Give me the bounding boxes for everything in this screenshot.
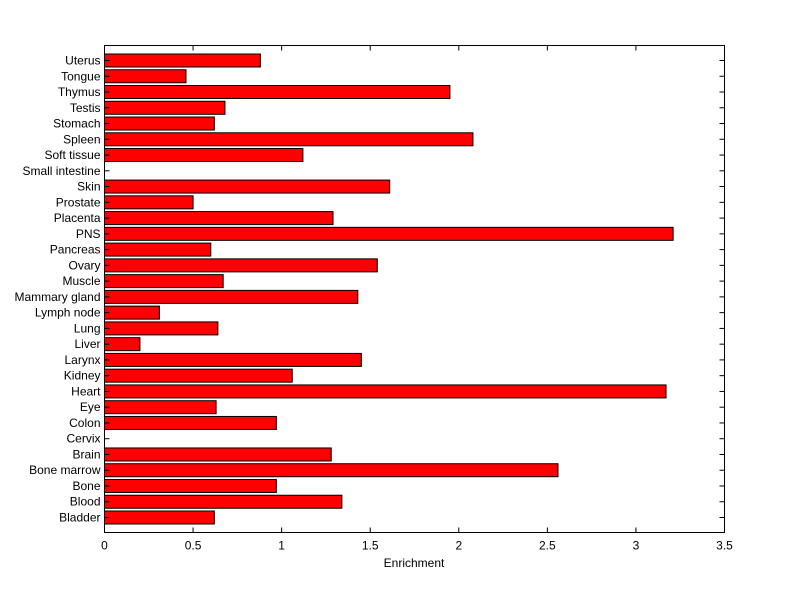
y-tick-label: Mammary gland [14, 290, 100, 304]
bar [104, 478, 277, 493]
y-tick-label: Colon [69, 416, 100, 430]
y-tick-label: Eye [80, 400, 101, 414]
y-tick-label: Thymus [58, 85, 101, 99]
y-tick-label: Soft tissue [44, 148, 100, 162]
x-tick-label: 1.5 [362, 539, 379, 553]
y-tick-label: Bone [72, 479, 100, 493]
bar [104, 179, 391, 194]
y-tick-label: Small intestine [22, 164, 100, 178]
bar [104, 289, 359, 304]
y-tick-label: Pancreas [50, 243, 101, 257]
bar [104, 85, 451, 100]
y-tick-label: Bone marrow [29, 463, 101, 477]
y-tick-label: Ovary [68, 258, 100, 272]
y-tick-label: PNS [76, 227, 101, 241]
bar [104, 69, 187, 84]
x-axis-label: Enrichment [384, 556, 445, 570]
y-tick-label: Tongue [61, 69, 101, 83]
x-tick-label: 1 [278, 539, 285, 553]
x-tick-label: 3 [633, 539, 640, 553]
bar [104, 274, 224, 289]
bar [104, 195, 194, 210]
y-tick-label: Uterus [65, 54, 100, 68]
y-tick-label: Brain [72, 447, 100, 461]
y-tick-label: Bladder [59, 511, 100, 525]
bar [104, 415, 277, 430]
bar [104, 148, 304, 163]
y-tick-label: Prostate [56, 195, 101, 209]
bar [104, 352, 362, 367]
bar [104, 211, 334, 226]
bar [104, 305, 160, 320]
bar [104, 400, 217, 415]
bar [104, 116, 215, 131]
bar [104, 242, 212, 257]
y-tick-label: Cervix [66, 432, 100, 446]
y-tick-label: Muscle [62, 274, 100, 288]
y-tick-label: Skin [77, 180, 100, 194]
x-tick-label: 2 [455, 539, 462, 553]
x-tick-label: 0.5 [185, 539, 202, 553]
y-tick-label: Larynx [64, 353, 100, 367]
y-tick-label: Lung [74, 321, 101, 335]
y-tick-label: Testis [70, 101, 101, 115]
bar [104, 100, 226, 115]
plot-frame [104, 45, 725, 533]
x-tick-label: 2.5 [539, 539, 556, 553]
bar [104, 321, 219, 336]
bar [104, 226, 674, 241]
bar [104, 447, 332, 462]
y-tick-label: Kidney [64, 369, 101, 383]
x-tick-label: 3.5 [716, 539, 733, 553]
bar [104, 368, 293, 383]
bar [104, 463, 559, 478]
bar [104, 53, 261, 68]
y-tick-label: Spleen [63, 132, 100, 146]
y-tick-label: Heart [71, 384, 101, 398]
bar [104, 494, 343, 509]
y-tick-label: Placenta [54, 211, 101, 225]
bar [104, 510, 215, 525]
y-tick-label: Blood [70, 495, 101, 509]
x-tick-label: 0 [101, 539, 108, 553]
y-tick-label: Lymph node [35, 306, 101, 320]
bar [104, 384, 667, 399]
bar [104, 337, 141, 352]
bar [104, 132, 474, 147]
bar [104, 258, 378, 273]
y-tick-label: Liver [74, 337, 100, 351]
y-tick-label: Stomach [53, 117, 100, 131]
